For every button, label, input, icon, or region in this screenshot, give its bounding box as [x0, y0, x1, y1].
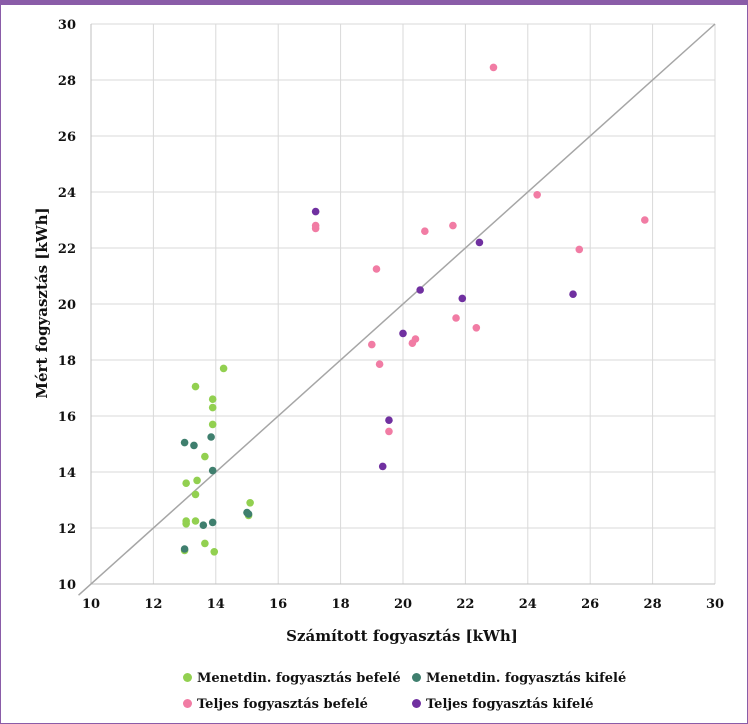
y-tick-label: 28	[58, 74, 76, 89]
legend-marker	[183, 699, 192, 708]
data-point	[489, 63, 498, 72]
data-point	[190, 441, 198, 450]
x-tick-label: 20	[394, 597, 412, 612]
reference-line	[78, 23, 716, 596]
legend-label: Teljes fogyasztás befelé	[197, 697, 368, 712]
data-point	[193, 476, 201, 485]
data-point	[311, 224, 320, 233]
data-point	[458, 294, 467, 303]
y-tick-label: 16	[58, 410, 76, 425]
scatter-chart: 10 12 14 16 18 20 22 24 26 28 30 10 12 14 16 18 20 22 24 26…	[33, 18, 724, 645]
data-point	[533, 191, 541, 199]
x-tick-label: 14	[207, 597, 225, 612]
legend-marker	[412, 673, 421, 682]
y-axis-title: Mért fogyasztás [kWh]	[33, 207, 51, 398]
data-point	[372, 265, 381, 273]
data-point	[244, 510, 253, 518]
data-point	[408, 339, 417, 348]
data-point	[399, 329, 407, 338]
x-tick-label: 18	[332, 597, 350, 612]
x-tick-label: 28	[644, 597, 662, 612]
tick-labels: 10 12 14 16 18 20 22 24 26 28 30 10 12 14 16 18 20 22 24 26…	[58, 18, 724, 612]
data-point	[208, 403, 217, 412]
y-tick-label: 22	[58, 242, 76, 257]
data-point	[385, 427, 393, 436]
x-axis-title: Számított fogyasztás [kWh]	[286, 627, 518, 645]
legend-label: Menetdin. fogyasztás kifelé	[426, 671, 627, 686]
y-tick-label: 20	[58, 298, 76, 313]
data-point	[475, 238, 484, 247]
x-tick-label: 26	[581, 597, 599, 612]
data-point	[311, 207, 320, 216]
legend-item: Menetdin. fogyasztás befelé	[183, 671, 401, 686]
legend-marker	[183, 673, 192, 682]
legend-item: Teljes fogyasztás kifelé	[412, 697, 594, 712]
legend-item: Teljes fogyasztás befelé	[183, 697, 368, 712]
legend-label: Teljes fogyasztás kifelé	[426, 697, 594, 712]
data-point	[208, 395, 217, 404]
data-point	[219, 364, 228, 373]
x-tick-label: 12	[144, 597, 162, 612]
data-point	[199, 521, 208, 529]
data-point	[375, 360, 384, 369]
data-point	[472, 324, 481, 332]
data-point	[191, 517, 200, 525]
y-tick-label: 30	[58, 18, 76, 33]
data-points	[180, 63, 649, 556]
x-tick-label: 10	[82, 597, 100, 612]
data-point	[180, 545, 189, 553]
data-point	[452, 314, 460, 322]
y-tick-label: 18	[58, 354, 76, 369]
data-point	[368, 340, 376, 349]
y-tick-label: 26	[58, 130, 76, 145]
data-point	[201, 452, 209, 461]
data-point	[180, 438, 189, 447]
data-point	[378, 462, 387, 471]
data-point	[208, 420, 217, 429]
data-point	[208, 518, 217, 527]
data-point	[182, 479, 190, 488]
x-tick-label: 22	[456, 597, 474, 612]
data-point	[421, 227, 429, 235]
x-tick-label: 30	[706, 597, 724, 612]
data-point	[569, 290, 577, 299]
axes	[90, 24, 715, 585]
data-point	[191, 382, 200, 391]
y-tick-label: 24	[58, 186, 76, 201]
data-point	[191, 490, 200, 499]
legend-label: Menetdin. fogyasztás befelé	[197, 671, 401, 686]
x-tick-label: 24	[519, 597, 537, 612]
data-point	[210, 548, 219, 556]
data-point	[416, 286, 424, 294]
x-tick-label: 16	[269, 597, 287, 612]
data-point	[246, 499, 254, 507]
y-tick-label: 14	[58, 466, 76, 481]
data-point	[385, 416, 393, 425]
legend-item: Menetdin. fogyasztás kifelé	[412, 671, 626, 686]
legend-marker	[412, 699, 421, 708]
data-point	[641, 216, 649, 224]
data-point	[207, 433, 215, 441]
y-tick-label: 12	[58, 522, 76, 537]
data-point	[208, 466, 217, 475]
y-tick-label: 10	[58, 578, 76, 593]
data-point	[182, 520, 190, 528]
reference-line-y-equals-x	[78, 23, 716, 596]
data-point	[575, 245, 584, 254]
data-point	[201, 539, 209, 548]
data-point	[449, 221, 457, 230]
